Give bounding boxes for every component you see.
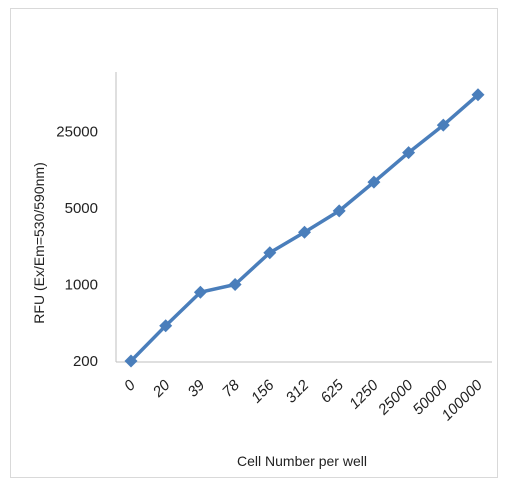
data-point-marker <box>402 146 416 160</box>
y-tick-label: 25000 <box>56 123 98 140</box>
x-tick-label: 78 <box>219 376 243 400</box>
data-point-marker <box>298 225 311 239</box>
data-point-marker <box>367 175 381 189</box>
x-tick-label: 20 <box>149 376 174 401</box>
x-tick-label: 156 <box>248 376 278 406</box>
y-tick-label: 1000 <box>65 276 98 293</box>
data-point-marker <box>436 118 450 132</box>
x-tick-label: 625 <box>317 376 347 406</box>
x-tick-label: 25000 <box>374 376 417 419</box>
x-tick-label: 312 <box>283 376 313 406</box>
data-point-marker <box>228 277 242 291</box>
y-tick-label: 200 <box>73 353 98 370</box>
x-tick-label: 0 <box>121 376 139 394</box>
x-tick-label: 39 <box>184 376 208 400</box>
data-point-marker <box>193 285 207 299</box>
data-point-marker <box>332 204 346 218</box>
x-axis-title: Cell Number per well <box>237 453 367 469</box>
series-markers <box>124 88 485 368</box>
data-point-marker <box>263 246 277 260</box>
data-point-marker <box>471 88 485 102</box>
y-tick-labels: 200 1000 5000 25000 <box>56 123 98 370</box>
chart-frame <box>10 8 498 478</box>
y-axis-title: RFU (Ex/Em=530/590nm) <box>31 162 47 323</box>
data-point-marker <box>124 354 138 368</box>
data-point-marker <box>159 319 173 333</box>
y-tick-label: 5000 <box>65 200 98 217</box>
